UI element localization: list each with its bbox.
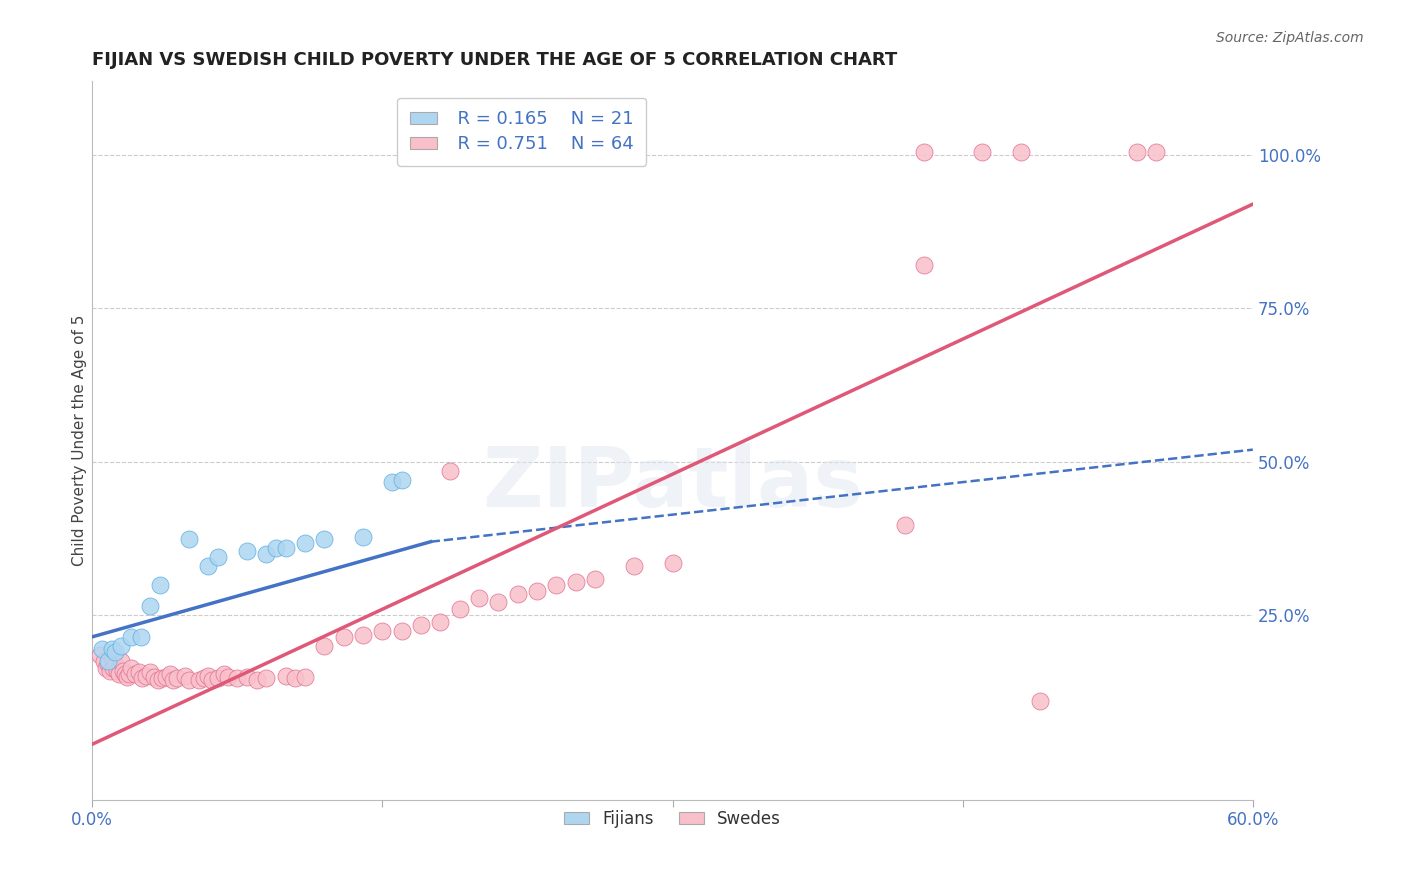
Text: FIJIAN VS SWEDISH CHILD POVERTY UNDER THE AGE OF 5 CORRELATION CHART: FIJIAN VS SWEDISH CHILD POVERTY UNDER TH… — [93, 51, 897, 69]
Text: Source: ZipAtlas.com: Source: ZipAtlas.com — [1216, 31, 1364, 45]
Point — [112, 664, 135, 678]
Point — [294, 670, 316, 684]
Point — [264, 541, 287, 555]
Point — [912, 145, 935, 159]
Point — [103, 660, 125, 674]
Point — [100, 642, 122, 657]
Point — [135, 668, 157, 682]
Point — [565, 574, 588, 589]
Point — [201, 673, 224, 687]
Point — [409, 617, 432, 632]
Text: ZIPatlas: ZIPatlas — [482, 443, 863, 524]
Point — [352, 530, 374, 544]
Point — [439, 464, 461, 478]
Point — [193, 671, 215, 685]
Point — [332, 630, 354, 644]
Point — [207, 550, 229, 565]
Point — [391, 473, 413, 487]
Point — [526, 583, 548, 598]
Point — [314, 639, 336, 653]
Point — [174, 668, 197, 682]
Point — [623, 559, 645, 574]
Point — [486, 595, 509, 609]
Legend: Fijians, Swedes: Fijians, Swedes — [557, 803, 787, 834]
Point — [115, 670, 138, 684]
Point — [149, 577, 172, 591]
Point — [391, 624, 413, 638]
Point — [1010, 145, 1032, 159]
Point — [468, 591, 491, 606]
Point — [254, 547, 277, 561]
Point — [254, 671, 277, 685]
Point — [352, 628, 374, 642]
Point — [583, 572, 606, 586]
Point — [139, 665, 162, 679]
Point — [108, 666, 131, 681]
Point — [166, 671, 188, 685]
Point — [294, 536, 316, 550]
Point — [146, 673, 169, 687]
Point — [93, 654, 115, 668]
Point — [429, 615, 451, 629]
Point — [177, 673, 200, 687]
Point — [236, 544, 259, 558]
Point — [129, 630, 152, 644]
Point — [246, 673, 269, 687]
Point — [506, 587, 529, 601]
Point — [197, 559, 219, 574]
Point — [970, 145, 993, 159]
Point — [98, 664, 121, 678]
Point — [371, 624, 394, 638]
Point — [236, 670, 259, 684]
Point — [449, 602, 471, 616]
Point — [155, 670, 177, 684]
Point — [217, 670, 239, 684]
Point — [118, 666, 141, 681]
Point — [1029, 694, 1052, 708]
Point — [177, 532, 200, 546]
Point — [100, 651, 122, 665]
Point — [97, 654, 120, 668]
Point — [162, 673, 184, 687]
Point — [128, 665, 150, 679]
Point — [381, 475, 404, 489]
Point — [912, 259, 935, 273]
Point — [207, 671, 229, 685]
Point — [114, 666, 136, 681]
Point — [1144, 145, 1167, 159]
Point — [97, 657, 120, 672]
Point — [212, 666, 235, 681]
Point — [274, 541, 297, 555]
Point — [197, 668, 219, 682]
Point — [110, 639, 132, 653]
Point — [90, 642, 112, 657]
Point — [1126, 145, 1149, 159]
Point — [120, 630, 142, 644]
Point — [226, 671, 249, 685]
Point — [89, 648, 111, 663]
Point — [159, 666, 181, 681]
Point — [131, 671, 153, 685]
Point — [105, 664, 128, 678]
Point — [893, 517, 915, 532]
Point — [124, 666, 146, 681]
Point — [120, 660, 142, 674]
Point — [94, 660, 117, 674]
Point — [661, 556, 683, 570]
Point — [314, 532, 336, 546]
Y-axis label: Child Poverty Under the Age of 5: Child Poverty Under the Age of 5 — [72, 315, 87, 566]
Point — [150, 671, 173, 685]
Point — [104, 645, 127, 659]
Point — [139, 599, 162, 614]
Point — [110, 654, 132, 668]
Point — [187, 673, 209, 687]
Point — [104, 657, 127, 672]
Point — [284, 671, 307, 685]
Point — [546, 577, 568, 591]
Point — [274, 668, 297, 682]
Point — [143, 670, 166, 684]
